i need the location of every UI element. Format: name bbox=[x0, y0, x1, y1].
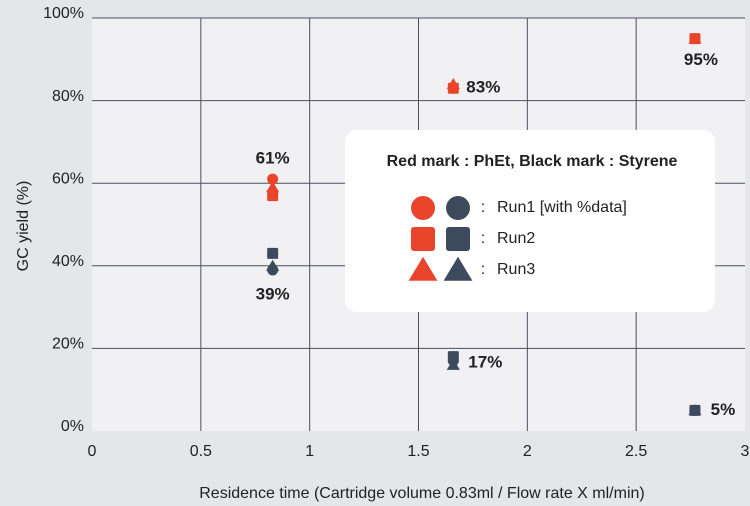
data-label: 83% bbox=[466, 78, 500, 97]
data-point bbox=[688, 32, 702, 44]
legend-label: Run3 bbox=[497, 261, 535, 278]
legend-separator: : bbox=[481, 199, 485, 216]
data-label: 17% bbox=[468, 352, 502, 371]
data-point bbox=[267, 247, 279, 259]
x-tick-label: 2 bbox=[523, 443, 532, 460]
legend-separator: : bbox=[481, 230, 485, 247]
x-tick-label: 2.5 bbox=[625, 443, 647, 460]
legend-separator: : bbox=[481, 261, 485, 278]
data-label: 39% bbox=[256, 284, 290, 303]
y-tick-label: 60% bbox=[52, 170, 84, 187]
data-point bbox=[266, 181, 280, 193]
y-tick-label: 20% bbox=[52, 336, 84, 353]
data-point bbox=[267, 173, 279, 185]
data-label: 95% bbox=[684, 50, 718, 69]
y-tick-label: 40% bbox=[52, 253, 84, 270]
y-tick-label: 80% bbox=[52, 88, 84, 105]
data-point bbox=[446, 78, 460, 90]
x-tick-label: 0.5 bbox=[190, 443, 212, 460]
legend-marker bbox=[411, 227, 435, 251]
legend-marker bbox=[408, 256, 438, 281]
y-axis-label: GC yield (%) bbox=[15, 181, 32, 272]
data-point bbox=[446, 358, 460, 370]
legend-box bbox=[345, 130, 715, 312]
x-axis-label: Residence time (Cartridge volume 0.83ml … bbox=[199, 485, 644, 502]
x-tick-label: 3 bbox=[741, 443, 750, 460]
x-tick-label: 0 bbox=[88, 443, 97, 460]
data-point bbox=[266, 259, 280, 271]
data-point bbox=[267, 190, 279, 202]
x-tick-label: 1.5 bbox=[407, 443, 429, 460]
data-point bbox=[688, 404, 702, 416]
legend-marker bbox=[446, 227, 470, 251]
y-tick-label: 100% bbox=[43, 5, 84, 22]
data-label: 61% bbox=[256, 149, 290, 168]
x-tick-label: 1 bbox=[305, 443, 314, 460]
legend-marker bbox=[446, 196, 470, 220]
y-tick-label: 0% bbox=[61, 418, 84, 435]
data-label: 5% bbox=[711, 400, 736, 419]
legend-label: Run2 bbox=[497, 230, 535, 247]
legend-marker bbox=[443, 256, 473, 281]
legend-label: Run1 [with %data] bbox=[497, 199, 627, 216]
data-point bbox=[447, 351, 459, 363]
legend-marker bbox=[411, 196, 435, 220]
legend-title: Red mark : PhEt, Black mark : Styrene bbox=[387, 153, 678, 170]
